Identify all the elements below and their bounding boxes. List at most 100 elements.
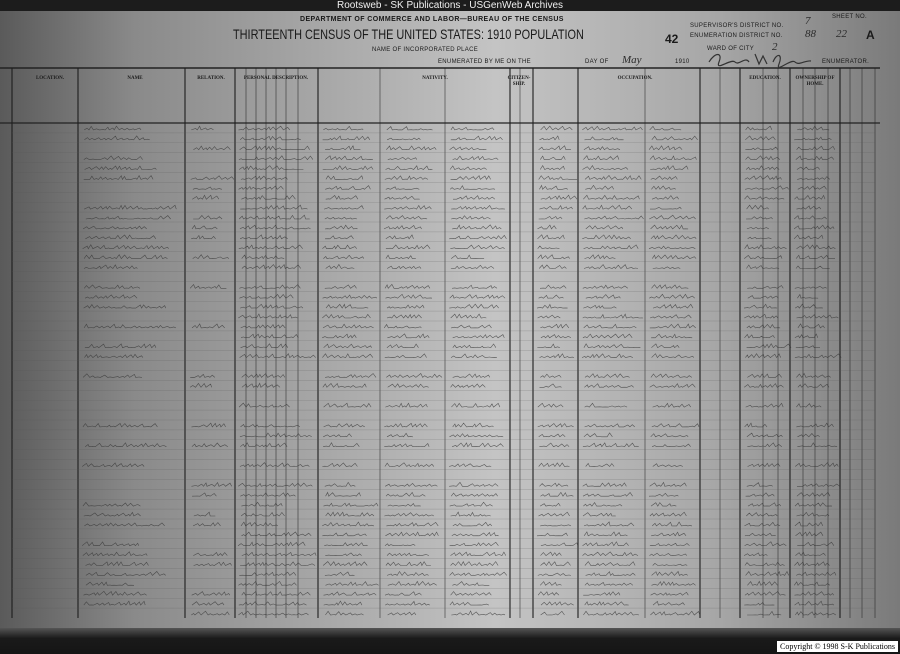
handwritten-entry xyxy=(450,244,505,250)
handwritten-entry xyxy=(82,551,148,557)
handwritten-entry xyxy=(193,215,223,220)
handwritten-entry xyxy=(652,254,697,260)
handwritten-entry xyxy=(84,294,138,299)
handwritten-entry xyxy=(745,146,779,151)
supervisor-district-value: 7 xyxy=(805,15,811,27)
handwritten-entry xyxy=(796,166,820,170)
handwritten-entry xyxy=(449,294,506,299)
handwritten-entry xyxy=(744,383,784,388)
supervisor-district-label: SUPERVISOR'S DISTRICT NO. xyxy=(690,23,784,29)
handwritten-entry xyxy=(83,284,141,289)
handwritten-entry xyxy=(539,383,562,388)
handwritten-entry xyxy=(325,491,361,497)
handwritten-entry xyxy=(651,423,700,428)
handwritten-entry xyxy=(539,482,569,487)
handwritten-entry xyxy=(384,512,434,517)
handwritten-entry xyxy=(193,561,232,567)
handwritten-entry xyxy=(384,543,416,547)
handwritten-entry xyxy=(451,254,485,259)
handwritten-entry xyxy=(652,600,685,606)
handwritten-entry xyxy=(238,155,314,161)
handwritten-entry xyxy=(452,442,504,448)
handwritten-entry xyxy=(238,214,310,220)
handwritten-entry xyxy=(651,195,679,200)
handwritten-entry xyxy=(191,224,218,230)
handwritten-entry xyxy=(452,224,502,230)
handwritten-entry xyxy=(651,333,693,339)
handwritten-entry xyxy=(323,423,365,428)
handwritten-entry xyxy=(84,135,150,141)
handwritten-entry xyxy=(536,303,568,309)
handwritten-entry xyxy=(239,462,310,467)
handwritten-entry xyxy=(238,185,284,190)
sheet-letter: A xyxy=(866,28,875,42)
handwritten-entry xyxy=(650,591,689,596)
handwritten-entry xyxy=(387,265,422,269)
handwritten-entry xyxy=(324,205,364,210)
handwritten-entry xyxy=(797,293,819,299)
handwritten-entry xyxy=(449,146,487,151)
handwritten-entry xyxy=(582,492,633,497)
handwritten-entry xyxy=(191,323,225,329)
handwritten-entry xyxy=(747,502,781,507)
handwritten-entry xyxy=(584,175,642,180)
handwritten-entry xyxy=(387,333,430,339)
enumerator-label: ENUMERATOR. xyxy=(822,59,870,65)
handwritten-entry xyxy=(540,610,565,616)
handwritten-entry xyxy=(323,254,365,259)
handwritten-entry xyxy=(747,610,782,616)
handwritten-entry xyxy=(540,601,574,606)
handwritten-entry xyxy=(540,561,571,567)
handwritten-entry xyxy=(83,304,166,309)
handwritten-entry xyxy=(797,483,840,487)
handwritten-entry xyxy=(322,353,374,359)
handwritten-entry xyxy=(582,313,644,319)
handwritten-entry xyxy=(793,581,831,586)
handwritten-entry xyxy=(323,343,372,349)
handwritten-entry xyxy=(323,591,377,596)
handwritten-entry xyxy=(386,552,430,557)
handwritten-entry xyxy=(794,303,823,309)
handwritten-entry xyxy=(744,313,779,319)
handwritten-entry xyxy=(240,561,316,567)
handwritten-entry xyxy=(796,491,831,497)
handwritten-entry xyxy=(537,234,565,240)
handwritten-entry xyxy=(745,125,773,131)
handwritten-entry xyxy=(650,502,677,507)
handwritten-entry xyxy=(584,215,644,220)
handwritten-entry xyxy=(325,511,375,517)
handwritten-entry xyxy=(585,571,636,576)
handwritten-entry xyxy=(745,402,784,408)
handwritten-entry xyxy=(384,283,431,289)
handwritten-entry xyxy=(384,204,432,210)
handwritten-entry xyxy=(649,511,687,517)
handwritten-entry xyxy=(746,343,792,349)
handwritten-entry xyxy=(325,581,379,586)
enumeration-district-label: ENUMERATION DISTRICT NO. xyxy=(690,33,783,39)
handwritten-entry xyxy=(794,215,827,220)
handwritten-entry xyxy=(238,244,303,250)
handwritten-entry xyxy=(449,185,496,190)
handwritten-entry xyxy=(745,353,781,359)
handwritten-entry xyxy=(652,303,694,309)
handwritten-entry xyxy=(649,383,696,388)
handwritten-entry xyxy=(241,373,286,379)
handwritten-entry xyxy=(324,284,357,289)
handwritten-entry xyxy=(747,442,782,448)
handwritten-entry xyxy=(82,501,141,507)
handwritten-entry xyxy=(452,343,497,349)
handwritten-entry xyxy=(747,580,778,586)
handwritten-entry xyxy=(189,382,212,388)
handwritten-entry xyxy=(582,234,631,240)
handwritten-entry xyxy=(325,145,361,151)
handwritten-entry xyxy=(84,125,142,131)
handwritten-entry xyxy=(744,591,786,596)
handwritten-entry xyxy=(794,136,832,141)
handwritten-entry xyxy=(649,155,697,161)
handwritten-entry xyxy=(192,254,230,260)
handwritten-entry xyxy=(449,541,499,547)
handwritten-entry xyxy=(796,571,837,576)
handwritten-entry xyxy=(582,512,616,517)
handwritten-entry xyxy=(538,294,564,299)
